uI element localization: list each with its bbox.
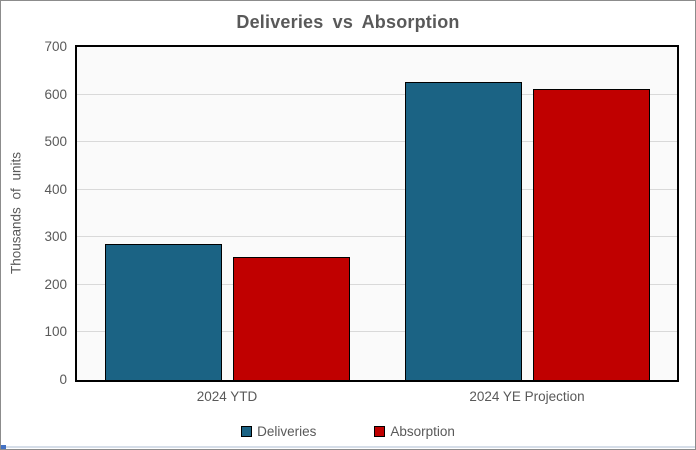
legend-swatch-absorption (374, 426, 386, 437)
y-tick-label-400: 400 (44, 181, 67, 197)
gridline-100 (77, 331, 677, 333)
y-tick-label-200: 200 (44, 276, 67, 292)
x-category-label-2: 2024 YE Projection (469, 389, 585, 404)
bottom-edge-line (1, 446, 695, 448)
y-tick-label-500: 500 (44, 134, 67, 150)
y-tick-label-100: 100 (44, 324, 67, 340)
y-tick-label-700: 700 (44, 39, 67, 54)
y-axis-title: Thousands of units (8, 151, 24, 275)
legend-item-deliveries: Deliveries (241, 424, 316, 439)
gridline-200 (77, 283, 677, 285)
legend: Deliveries Absorption (1, 424, 695, 439)
y-tick-label-0: 0 (59, 372, 67, 387)
bar-deliveries-2 (404, 82, 522, 380)
bottom-left-edge-artifact (1, 445, 6, 449)
bar-deliveries-1 (104, 244, 222, 380)
gridline-400 (77, 188, 677, 190)
gridline-600 (77, 93, 677, 95)
chart-title: Deliveries vs Absorption (236, 12, 460, 32)
bar-absorption-2 (532, 89, 650, 380)
gridline-500 (77, 141, 677, 143)
legend-label-absorption: Absorption (390, 424, 455, 439)
legend-swatch-deliveries (241, 426, 253, 437)
y-tick-label-300: 300 (44, 229, 67, 245)
legend-item-absorption: Absorption (374, 424, 455, 439)
bar-absorption-1 (232, 257, 350, 380)
gridline-300 (77, 236, 677, 238)
y-tick-label-600: 600 (44, 86, 67, 102)
plot-area (75, 45, 679, 382)
legend-label-deliveries: Deliveries (257, 424, 317, 439)
x-category-label-1: 2024 YTD (196, 389, 258, 404)
